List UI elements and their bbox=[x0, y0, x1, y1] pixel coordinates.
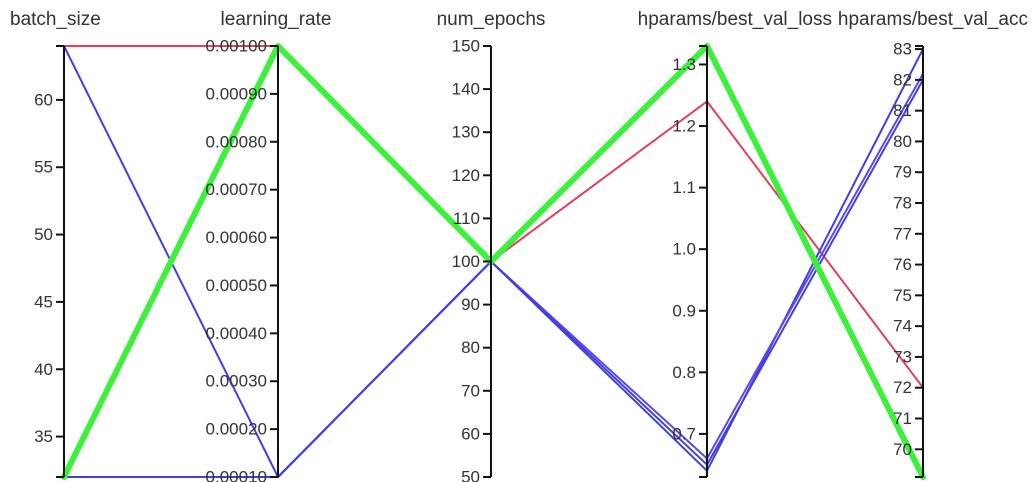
axes: 354045505560batch_size0.000100.000200.00… bbox=[10, 9, 1028, 482]
tick-label: 0.00070 bbox=[206, 180, 267, 199]
tick-label: 150 bbox=[452, 37, 480, 56]
tick-label: 0.7 bbox=[672, 424, 696, 443]
tick-label: 55 bbox=[34, 158, 53, 177]
axis-title[interactable]: learning_rate bbox=[221, 9, 332, 30]
axis-title[interactable]: num_epochs bbox=[437, 9, 546, 30]
axis-3: 50 60 70 80 90 100 110 120 130 140 150 num_epochs bbox=[437, 9, 546, 482]
tick-label: 0.8 bbox=[672, 363, 696, 382]
tick-label: 71 bbox=[893, 409, 912, 428]
tick-label: 45 bbox=[34, 292, 53, 311]
tick-label: 60 bbox=[34, 90, 53, 109]
series-line-4 bbox=[63, 78, 924, 478]
tick-label: 50 bbox=[461, 468, 480, 482]
tick-label: 81 bbox=[893, 101, 912, 120]
axis-4: 0.7 0.8 0.9 1.0 1.1 1.2 1.3 hparams/best_val_lo… bbox=[638, 9, 832, 478]
tick-label: 76 bbox=[893, 255, 912, 274]
axis-2: 0.00010 0.00020 0.00030 0.00040 0.00050 0.000… bbox=[206, 9, 332, 482]
tick-label: 120 bbox=[452, 166, 480, 185]
tick-label: 100 bbox=[452, 252, 480, 271]
tick-label: 0.00010 bbox=[206, 468, 267, 482]
tick-label: 74 bbox=[893, 317, 912, 336]
tick-label: 79 bbox=[893, 163, 912, 182]
tick-label: 83 bbox=[893, 40, 912, 59]
tick-label: 60 bbox=[461, 424, 480, 443]
tick-label: 130 bbox=[452, 123, 480, 142]
series-lines bbox=[61, 43, 926, 480]
tick-label: 90 bbox=[461, 295, 480, 314]
tick-label: 1.0 bbox=[672, 240, 696, 259]
tick-label: 35 bbox=[34, 427, 53, 446]
tick-label: 0.00100 bbox=[206, 37, 267, 56]
tick-label: 75 bbox=[893, 286, 912, 305]
tick-label: 0.00080 bbox=[206, 132, 267, 151]
tick-label: 140 bbox=[452, 80, 480, 99]
tick-label: 0.00050 bbox=[206, 276, 267, 295]
tick-label: 72 bbox=[893, 378, 912, 397]
tick-label: 73 bbox=[893, 347, 912, 366]
tick-label: 0.00090 bbox=[206, 84, 267, 103]
tick-label: 0.9 bbox=[672, 301, 696, 320]
tick-label: 77 bbox=[893, 224, 912, 243]
tick-label: 1.3 bbox=[672, 55, 696, 74]
tick-label: 80 bbox=[461, 338, 480, 357]
tick-label: 40 bbox=[34, 360, 53, 379]
tick-label: 110 bbox=[453, 209, 480, 228]
tick-label: 0.00040 bbox=[206, 324, 267, 343]
tick-label: 50 bbox=[34, 225, 53, 244]
tick-label: 70 bbox=[461, 381, 480, 400]
axis-title[interactable]: hparams/best_val_loss bbox=[638, 9, 832, 30]
tick-label: 0.00060 bbox=[206, 228, 267, 247]
axis-title[interactable]: hparams/best_val_acc bbox=[838, 9, 1028, 30]
axis-1: 35 40 45 50 55 60 batch_size bbox=[10, 9, 101, 478]
tick-label: 78 bbox=[893, 194, 912, 213]
axis-title[interactable]: batch_size bbox=[10, 9, 101, 30]
tick-label: 1.2 bbox=[672, 117, 696, 136]
tick-label: 0.00020 bbox=[206, 420, 267, 439]
series-line-5 bbox=[61, 43, 926, 480]
tick-label: 70 bbox=[893, 440, 912, 459]
axis-5: 70 71 72 73 74 75 76 77 78 79 80 81 82 83 hparams/best… bbox=[838, 9, 1028, 478]
tick-label: 1.1 bbox=[672, 178, 696, 197]
tick-label: 80 bbox=[893, 132, 912, 151]
tick-label: 0.00030 bbox=[206, 372, 267, 391]
series-line-3 bbox=[63, 72, 924, 478]
tick-label: 82 bbox=[893, 70, 912, 89]
